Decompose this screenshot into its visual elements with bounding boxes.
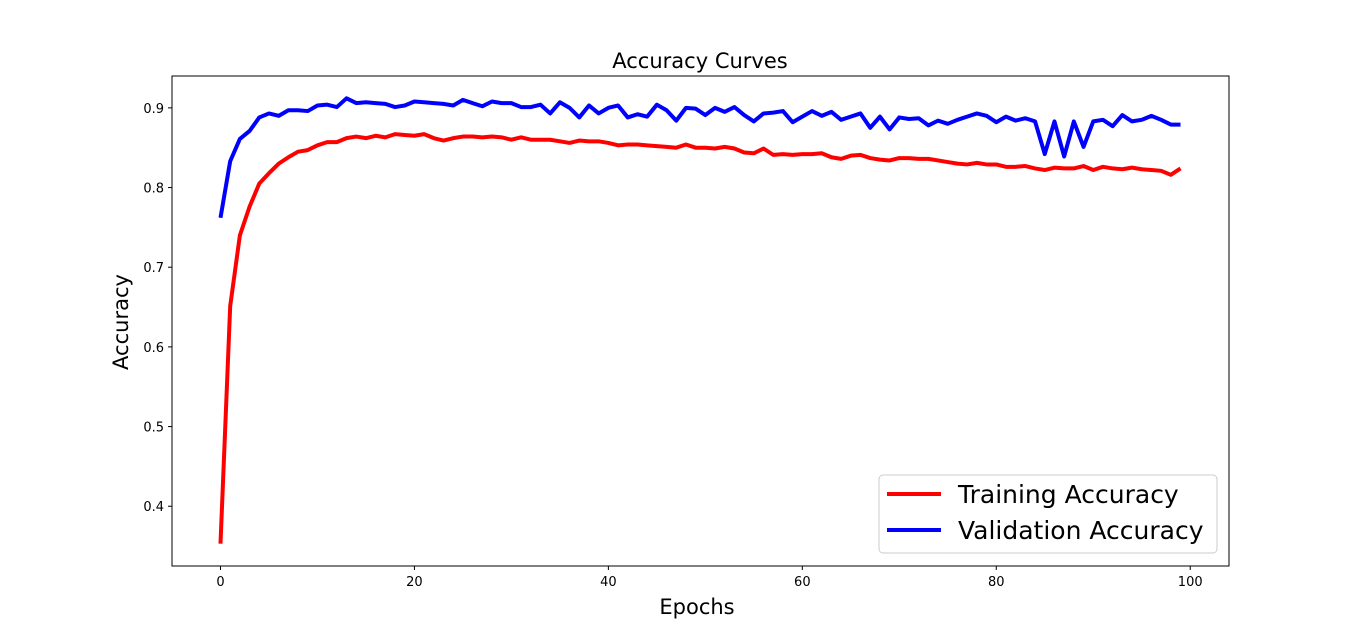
x-tick-label: 0 xyxy=(216,575,224,590)
y-tick-label: 0.6 xyxy=(143,341,164,356)
x-tick-label: 100 xyxy=(1178,575,1203,590)
legend: Training Accuracy Validation Accuracy xyxy=(878,474,1218,554)
series-layer xyxy=(218,96,1182,544)
y-tick-label: 0.9 xyxy=(143,102,164,117)
y-tick-label: 0.4 xyxy=(143,500,164,515)
y-tick-label: 0.8 xyxy=(143,182,164,197)
legend-label-training: Training Accuracy xyxy=(957,480,1179,509)
validation-accuracy-line xyxy=(218,96,1181,219)
y-tick-label: 0.5 xyxy=(143,421,164,436)
x-tick-label: 20 xyxy=(406,575,423,590)
y-axis-ticks: 0.4 0.5 0.6 0.7 0.8 0.9 xyxy=(143,102,172,515)
x-axis-ticks: 0 20 40 60 80 100 xyxy=(216,566,1203,590)
y-tick-label: 0.7 xyxy=(143,261,164,276)
plot-frame xyxy=(171,75,1230,567)
legend-label-validation: Validation Accuracy xyxy=(958,516,1204,545)
training-accuracy-line xyxy=(218,132,1182,544)
legend-box xyxy=(878,474,1218,554)
x-tick-label: 80 xyxy=(988,575,1005,590)
y-axis-label: Accuracy xyxy=(109,274,133,370)
x-axis-label: Epochs xyxy=(659,595,734,619)
chart-title: Accuracy Curves xyxy=(612,49,787,73)
x-tick-label: 40 xyxy=(600,575,617,590)
x-tick-label: 60 xyxy=(794,575,811,590)
